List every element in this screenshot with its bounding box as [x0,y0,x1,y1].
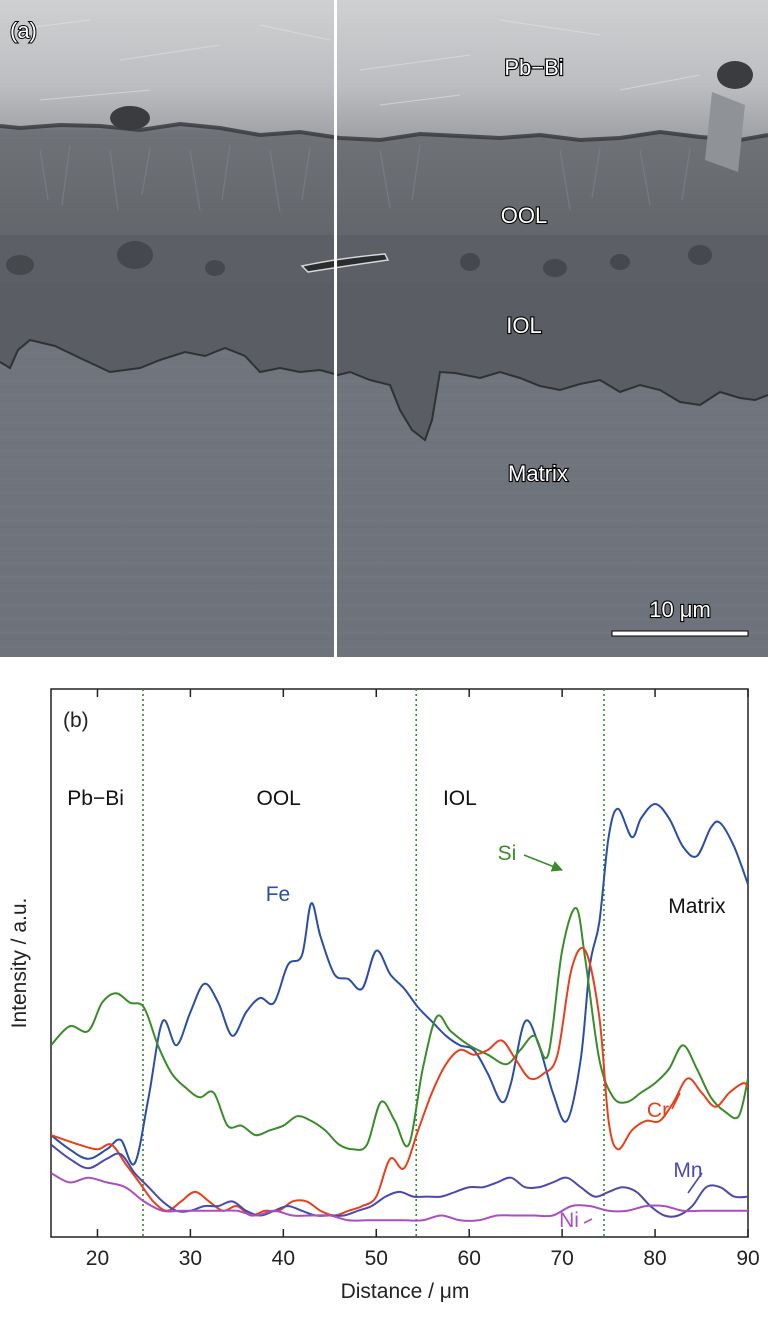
series-line-ni [51,1172,748,1222]
pb-bi-embedded-grain [705,92,745,172]
pb-bi-boundary-shadow [0,121,768,143]
x-axis-ticks: 20 30 40 50 60 70 80 90 [86,689,760,1270]
x-tick-label: 60 [458,1247,481,1270]
x-tick-label: 50 [365,1247,388,1270]
y-axis-label: Intensity / a.u. [8,898,31,1029]
series-lines [51,803,748,1222]
series-label-ni: Ni [559,1209,579,1232]
leader-line-ni [583,1218,593,1224]
pb-bi-region [0,0,768,140]
region-label: Matrix [668,895,726,918]
eds-line-scan-chart: 20 30 40 50 60 70 80 90 Pb−Bi OOL IOL Matrix Fe Si C… [8,688,760,1303]
scale-bar [611,630,749,637]
series-label-mn: Mn [673,1159,702,1182]
x-tick-label: 20 [86,1247,109,1270]
series-line-cr [51,946,748,1217]
plot-frame [50,688,749,1238]
matrix-texture [0,340,768,657]
x-tick-label: 80 [643,1247,666,1270]
region-label: IOL [443,787,477,810]
leader-line-cr [671,1092,681,1110]
panel-a-tag: (a) [10,18,37,43]
region-label: OOL [257,787,301,810]
pb-bi-label: Pb−Bi [504,55,563,80]
pb-bi-pit-left [110,106,150,130]
series-label-fe: Fe [266,883,291,906]
pb-bi-texture [9,19,701,106]
series-label-si: Si [498,842,517,865]
iol-label: IOL [506,313,541,338]
iol-boundary-line [0,338,768,442]
x-axis-label: Distance / μm [341,1280,470,1303]
sem-micrograph-panel: (a) Pb−Bi OOL IOL Matrix 10 μm [0,0,768,657]
panel-b-tag: (b) [63,709,89,732]
matrix-label: Matrix [508,461,568,486]
line-scan-marker [334,0,337,657]
x-tick-label: 90 [736,1247,759,1270]
series-annotations: Fe Si Cr Mn Ni [266,842,703,1232]
x-tick-label: 70 [550,1247,573,1270]
x-tick-label: 40 [272,1247,295,1270]
iol-region [0,280,768,440]
pb-bi-pit-right [717,61,753,89]
region-boundaries [142,689,605,1237]
series-label-cr: Cr [647,1099,669,1122]
region-labels: Pb−Bi OOL IOL Matrix [67,787,726,918]
scale-bar-label: 10 μm [649,597,711,622]
series-line-fe [51,803,748,1166]
ool-crack [300,253,390,273]
ool-label: OOL [501,203,547,228]
region-label: Pb−Bi [67,787,124,810]
ool-pits [6,241,712,277]
x-tick-label: 30 [179,1247,202,1270]
leader-line-mn [687,1172,703,1194]
series-line-si [51,907,748,1151]
si-arrow [523,854,564,872]
ool-needle-texture [39,144,691,213]
